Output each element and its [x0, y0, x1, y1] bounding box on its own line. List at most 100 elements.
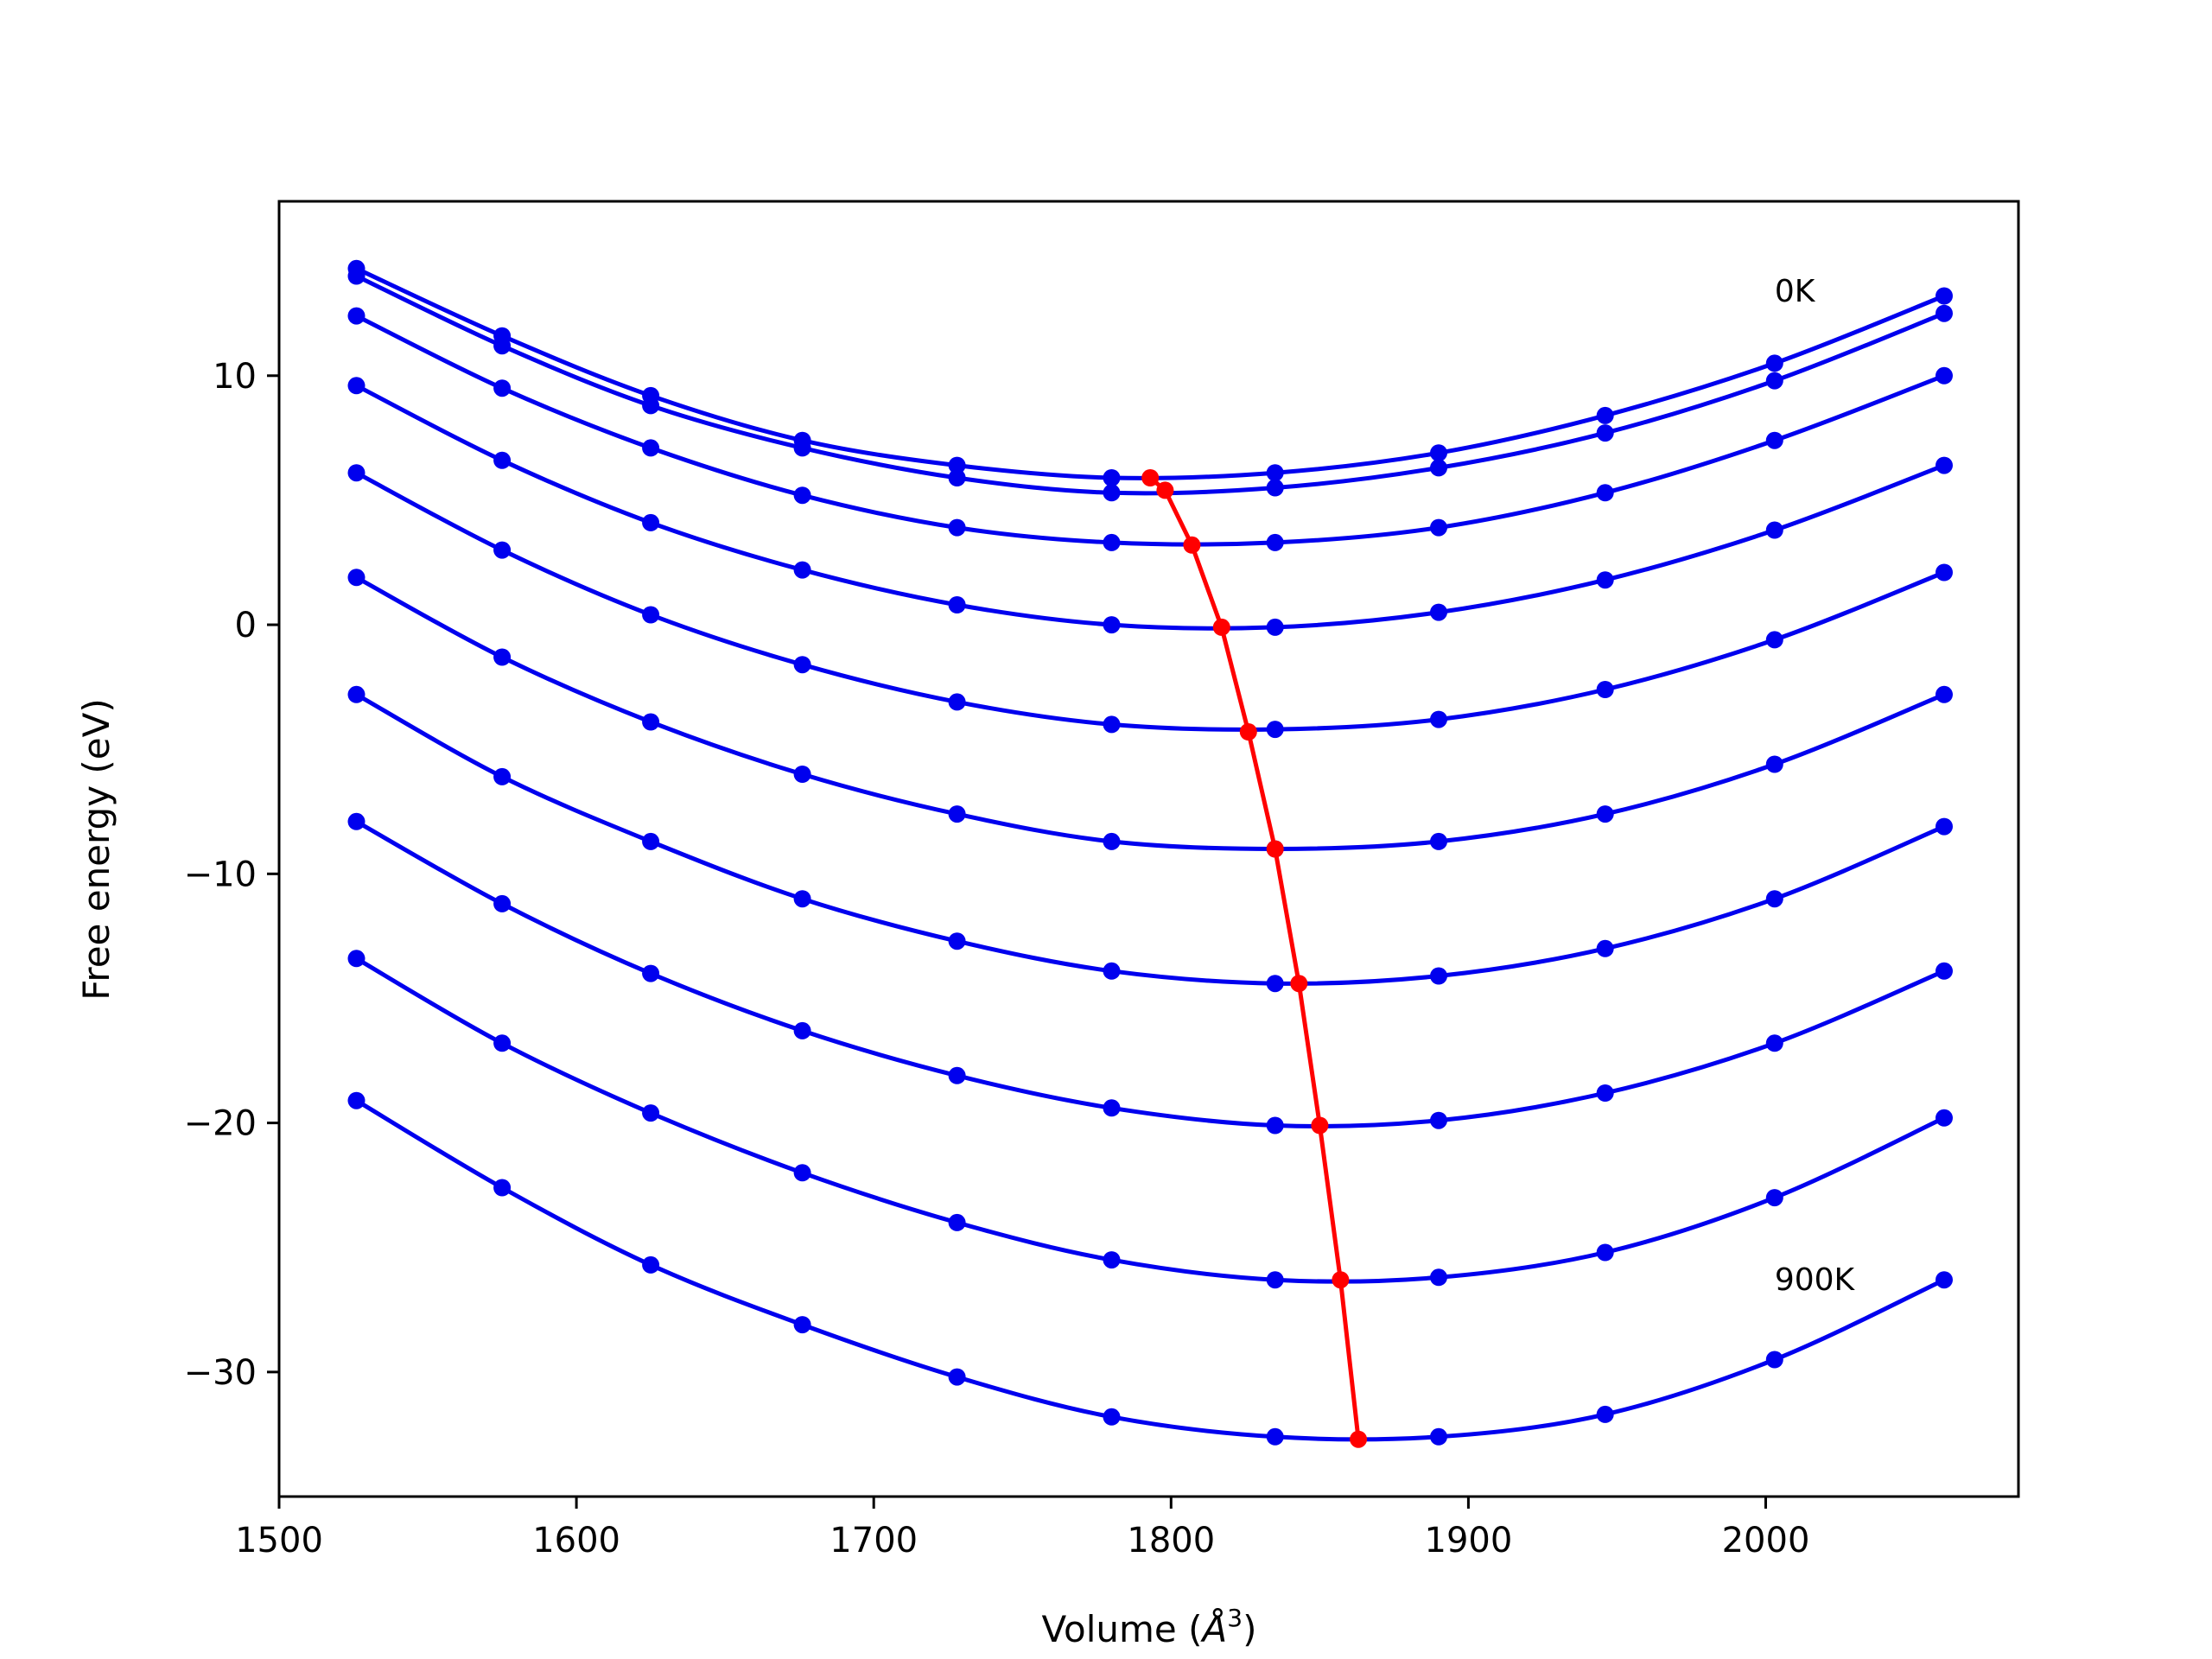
data-point — [1936, 1271, 1953, 1289]
data-point — [1430, 518, 1447, 537]
data-point — [1103, 1251, 1121, 1269]
data-point — [948, 1066, 966, 1084]
series-5 — [347, 569, 1953, 858]
data-point — [347, 812, 365, 830]
x-axis-label-symbol: Å — [1200, 1607, 1228, 1650]
minimum-point — [1183, 536, 1201, 554]
data-point — [1430, 444, 1447, 462]
plot-frame — [277, 200, 2020, 1498]
data-point — [347, 307, 365, 325]
data-point — [1765, 521, 1783, 539]
data-point — [1936, 366, 1953, 385]
data-point — [642, 964, 660, 982]
data-point — [1936, 287, 1953, 305]
data-point — [1596, 406, 1614, 424]
x-axis-label: Volume (Å3) — [1042, 1604, 1257, 1650]
data-point — [347, 377, 365, 395]
data-point — [793, 439, 811, 457]
plot-area — [347, 259, 1953, 1448]
x-tick-label: 1800 — [1127, 1521, 1215, 1560]
x-tick-label: 1900 — [1425, 1521, 1513, 1560]
y-axis-label: Free energy (eV) — [75, 698, 118, 1001]
data-point — [1936, 685, 1953, 703]
data-point — [642, 513, 660, 531]
data-point — [1596, 424, 1614, 442]
data-point — [948, 1368, 966, 1386]
y-tick-label: −20 — [184, 1104, 257, 1144]
data-point — [1765, 890, 1783, 908]
data-point — [493, 1034, 512, 1052]
data-point — [1430, 832, 1447, 850]
x-tick-label: 1700 — [830, 1521, 918, 1560]
data-point — [347, 464, 365, 482]
series-6 — [347, 685, 1953, 993]
minimum-point — [1239, 723, 1257, 741]
data-point — [948, 693, 966, 711]
data-point — [948, 596, 966, 613]
data-point — [642, 832, 660, 850]
data-point — [948, 469, 966, 486]
x-tick-label: 2000 — [1722, 1521, 1810, 1560]
data-point — [1936, 304, 1953, 322]
minimum-curve — [1141, 469, 1368, 1448]
series-2 — [347, 307, 1953, 551]
annotation-label: 0K — [1775, 274, 1816, 309]
data-point — [793, 486, 811, 505]
data-point — [493, 1179, 512, 1197]
data-point — [1430, 1268, 1447, 1287]
x-axis: 1500 1600 1700 1800 1900 2000 — [235, 1497, 1809, 1560]
x-axis-label-close: ) — [1243, 1608, 1256, 1650]
data-point — [1765, 354, 1783, 372]
series-7 — [347, 812, 1953, 1135]
data-point — [1936, 817, 1953, 836]
data-point — [948, 932, 966, 950]
data-point — [1765, 1189, 1783, 1207]
minimum-point — [1156, 481, 1174, 499]
data-point — [793, 561, 811, 579]
data-point — [1765, 431, 1783, 449]
data-point — [1936, 962, 1953, 980]
data-point — [948, 1213, 966, 1231]
data-point — [493, 648, 512, 666]
minimum-point — [1266, 840, 1284, 858]
data-point — [347, 267, 365, 285]
data-point — [1103, 832, 1121, 850]
data-point — [1103, 1099, 1121, 1117]
data-point — [1596, 1084, 1614, 1102]
series-4 — [347, 464, 1953, 739]
data-point — [493, 451, 512, 469]
data-point — [1266, 1427, 1284, 1446]
data-point — [1103, 533, 1121, 551]
data-point — [642, 397, 660, 415]
data-point — [1103, 715, 1121, 734]
data-point — [793, 1021, 811, 1039]
data-point — [642, 606, 660, 624]
data-point — [1430, 710, 1447, 728]
minimum-line — [1148, 476, 1361, 1440]
data-point — [347, 950, 365, 968]
data-point — [1103, 469, 1121, 486]
data-point — [1430, 459, 1447, 477]
data-point — [1266, 1271, 1284, 1289]
data-point — [1103, 1408, 1121, 1426]
data-point — [1266, 975, 1284, 993]
data-point — [493, 767, 512, 785]
minimum-point — [1332, 1271, 1350, 1289]
data-point — [1765, 631, 1783, 649]
data-point — [493, 541, 512, 559]
data-point — [493, 894, 512, 912]
minimum-point — [1350, 1430, 1368, 1448]
x-tick-label: 1500 — [235, 1521, 323, 1560]
data-point — [642, 1255, 660, 1274]
data-point — [642, 439, 660, 457]
data-point — [642, 713, 660, 731]
data-point — [793, 656, 811, 674]
data-point — [493, 379, 512, 397]
data-point — [1430, 603, 1447, 621]
data-point — [347, 1091, 365, 1109]
y-tick-label: −10 — [184, 855, 257, 894]
data-point — [1765, 1351, 1783, 1369]
annotations: 0K 900K — [1775, 274, 1856, 1298]
